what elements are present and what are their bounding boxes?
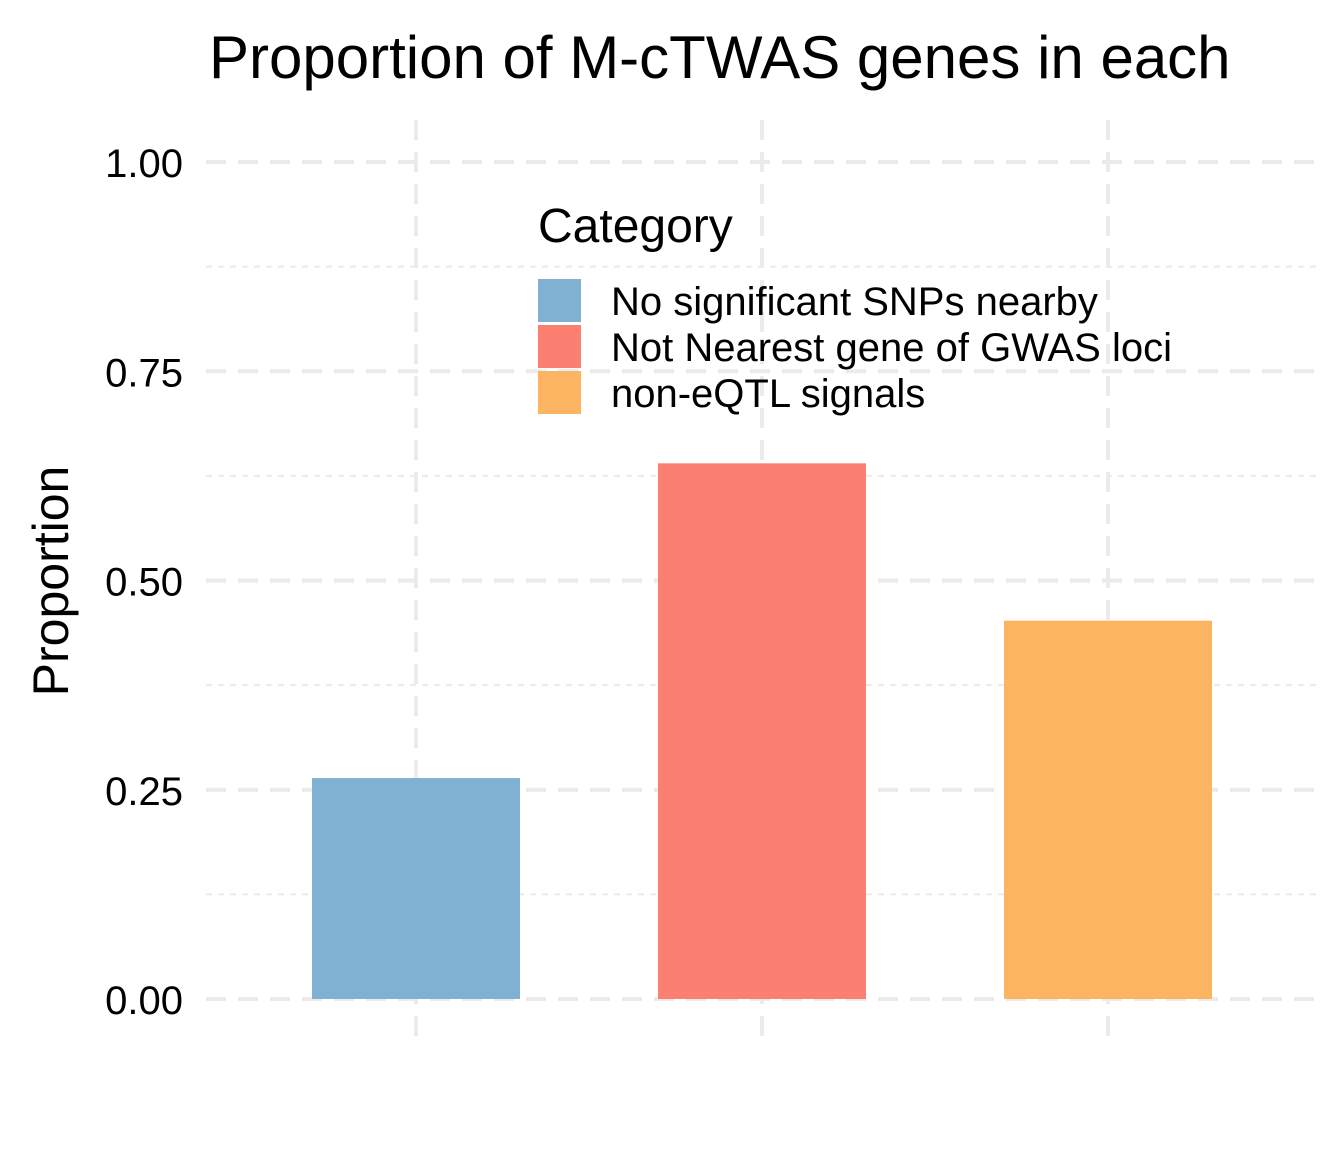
legend-label: Not Nearest gene of GWAS loci xyxy=(611,326,1172,370)
bar xyxy=(658,463,866,999)
y-tick-label: 0.75 xyxy=(105,351,183,395)
y-tick-label: 0.00 xyxy=(105,979,183,1023)
legend-swatch xyxy=(538,279,581,322)
bar xyxy=(312,778,520,999)
bar xyxy=(1004,620,1212,999)
legend-swatch xyxy=(538,325,581,368)
y-tick-label: 0.50 xyxy=(105,561,183,605)
y-tick-label: 0.25 xyxy=(105,770,183,814)
legend-label: No significant SNPs nearby xyxy=(611,280,1098,324)
bars xyxy=(312,463,1212,999)
legend-label: non-eQTL signals xyxy=(611,372,925,416)
y-tick-labels: 0.00 0.25 0.50 0.75 1.00 xyxy=(105,142,183,1023)
chart-title: Proportion of M-cTWAS genes in each xyxy=(209,24,1231,91)
y-axis-label: Proportion xyxy=(23,466,79,697)
legend-title: Category xyxy=(538,200,733,253)
legend-swatch xyxy=(538,371,581,414)
y-tick-label: 1.00 xyxy=(105,142,183,186)
